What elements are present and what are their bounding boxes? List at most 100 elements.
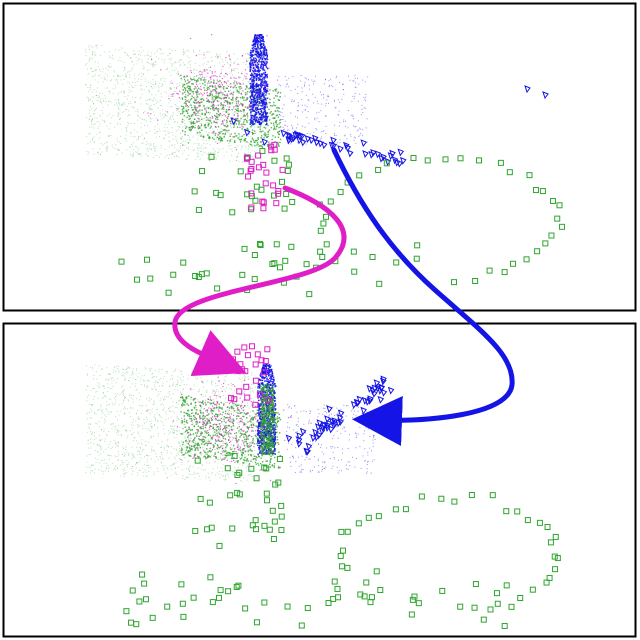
- cloud-point: [124, 380, 126, 382]
- cloud-point: [177, 71, 179, 73]
- cloud-point: [258, 59, 260, 61]
- cloud-point: [160, 377, 162, 379]
- cloud-point: [207, 100, 209, 102]
- cloud-point: [238, 378, 240, 380]
- cloud-point: [90, 453, 92, 455]
- cloud-point: [264, 103, 266, 105]
- cloud-point: [189, 90, 191, 92]
- cloud-point: [188, 61, 190, 63]
- camera-marker: [170, 271, 177, 278]
- cloud-point: [100, 404, 102, 406]
- cloud-point: [190, 126, 193, 128]
- cloud-point: [120, 434, 122, 436]
- cloud-point: [273, 104, 275, 106]
- cloud-point: [174, 368, 176, 370]
- cloud-point: [233, 68, 235, 70]
- cloud-point: [304, 126, 306, 128]
- cloud-point: [102, 98, 104, 100]
- cloud-point: [160, 420, 162, 422]
- cloud-point: [90, 408, 92, 410]
- cloud-point: [213, 104, 215, 106]
- cloud-point: [263, 76, 266, 78]
- cloud-point: [170, 118, 172, 120]
- cloud-point: [231, 154, 233, 156]
- cloud-point: [263, 119, 265, 122]
- cloud-point: [231, 117, 234, 119]
- cloud-point: [149, 98, 151, 100]
- cloud-point: [253, 457, 255, 459]
- cloud-point: [360, 132, 362, 134]
- cloud-point: [339, 82, 340, 84]
- cloud-point: [259, 97, 261, 100]
- cloud-point: [198, 144, 200, 146]
- cloud-point: [212, 128, 214, 130]
- cloud-point: [188, 468, 190, 470]
- cloud-point: [208, 135, 210, 138]
- cloud-point: [293, 100, 295, 102]
- cloud-point: [228, 113, 230, 115]
- cloud-point: [180, 392, 182, 394]
- cloud-point: [133, 437, 135, 439]
- cloud-point: [207, 119, 209, 121]
- cloud-point: [264, 80, 266, 82]
- cloud-point: [247, 395, 249, 397]
- cloud-point: [199, 122, 201, 124]
- cloud-point: [237, 110, 240, 113]
- camera-marker: [396, 159, 404, 168]
- cloud-point: [195, 108, 197, 110]
- cloud-point: [132, 407, 134, 409]
- camera-marker: [195, 206, 202, 213]
- cloud-point: [234, 132, 236, 135]
- cloud-point: [246, 98, 248, 101]
- cloud-point: [192, 400, 194, 402]
- cloud-point: [188, 92, 190, 94]
- cloud-point: [241, 434, 243, 435]
- cloud-point: [164, 465, 166, 467]
- cloud-point: [199, 479, 201, 481]
- cloud-point: [257, 126, 259, 128]
- cloud-point: [86, 418, 88, 420]
- camera-marker: [133, 276, 140, 283]
- cloud-point: [214, 98, 216, 101]
- cloud-point: [236, 411, 238, 413]
- cloud-point: [283, 104, 285, 106]
- cloud-point: [261, 57, 263, 60]
- cloud-point: [178, 151, 179, 152]
- cloud-point: [125, 377, 127, 379]
- cloud-point: [236, 126, 239, 128]
- cloud-point: [205, 81, 207, 82]
- cloud-point: [202, 372, 204, 374]
- cloud-point: [172, 384, 173, 386]
- cloud-point: [98, 99, 100, 101]
- cloud-point: [190, 126, 192, 127]
- cloud-point: [103, 76, 105, 78]
- cloud-point: [260, 65, 262, 67]
- cloud-point: [89, 87, 91, 88]
- cloud-point: [198, 102, 200, 104]
- cloud-point: [355, 82, 357, 84]
- cloud-point: [134, 136, 136, 138]
- cloud-point: [337, 114, 339, 116]
- cloud-point: [254, 101, 256, 103]
- cloud-point: [220, 103, 223, 105]
- cloud-point: [240, 123, 242, 126]
- cloud-point: [98, 121, 100, 123]
- cloud-point: [196, 152, 198, 154]
- cloud-point: [203, 118, 205, 119]
- cloud-point: [171, 153, 173, 155]
- cloud-point: [137, 115, 139, 117]
- cloud-point: [244, 454, 246, 456]
- cloud-point: [107, 75, 108, 77]
- cloud-point: [237, 105, 239, 108]
- cloud-point: [206, 51, 208, 53]
- cloud-point: [123, 70, 125, 72]
- cloud-point: [252, 46, 255, 48]
- cloud-point: [125, 137, 127, 139]
- cloud-point: [248, 146, 250, 148]
- cloud-point: [194, 408, 196, 410]
- cloud-point: [150, 424, 152, 426]
- cloud-point: [259, 94, 261, 97]
- cloud-point: [191, 83, 193, 85]
- cloud-point: [202, 98, 204, 100]
- cloud-point: [182, 144, 184, 146]
